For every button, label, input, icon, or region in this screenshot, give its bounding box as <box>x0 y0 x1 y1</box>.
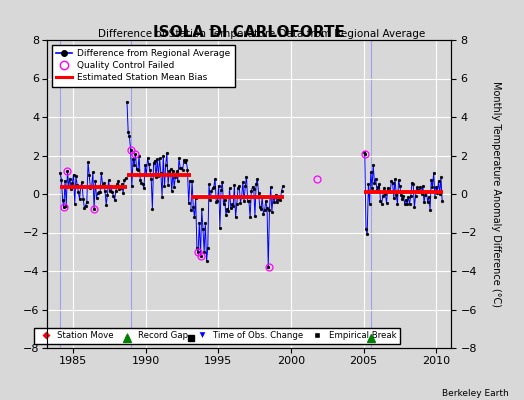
Text: Difference of Station Temperature Data from Regional Average: Difference of Station Temperature Data f… <box>99 29 425 39</box>
Text: Berkeley Earth: Berkeley Earth <box>442 389 508 398</box>
Legend: Station Move, Record Gap, Time of Obs. Change, Empirical Break: Station Move, Record Gap, Time of Obs. C… <box>34 328 400 344</box>
Y-axis label: Monthly Temperature Anomaly Difference (°C): Monthly Temperature Anomaly Difference (… <box>491 81 501 307</box>
Title: ISOLA DI CARLOFORTE: ISOLA DI CARLOFORTE <box>153 25 345 40</box>
